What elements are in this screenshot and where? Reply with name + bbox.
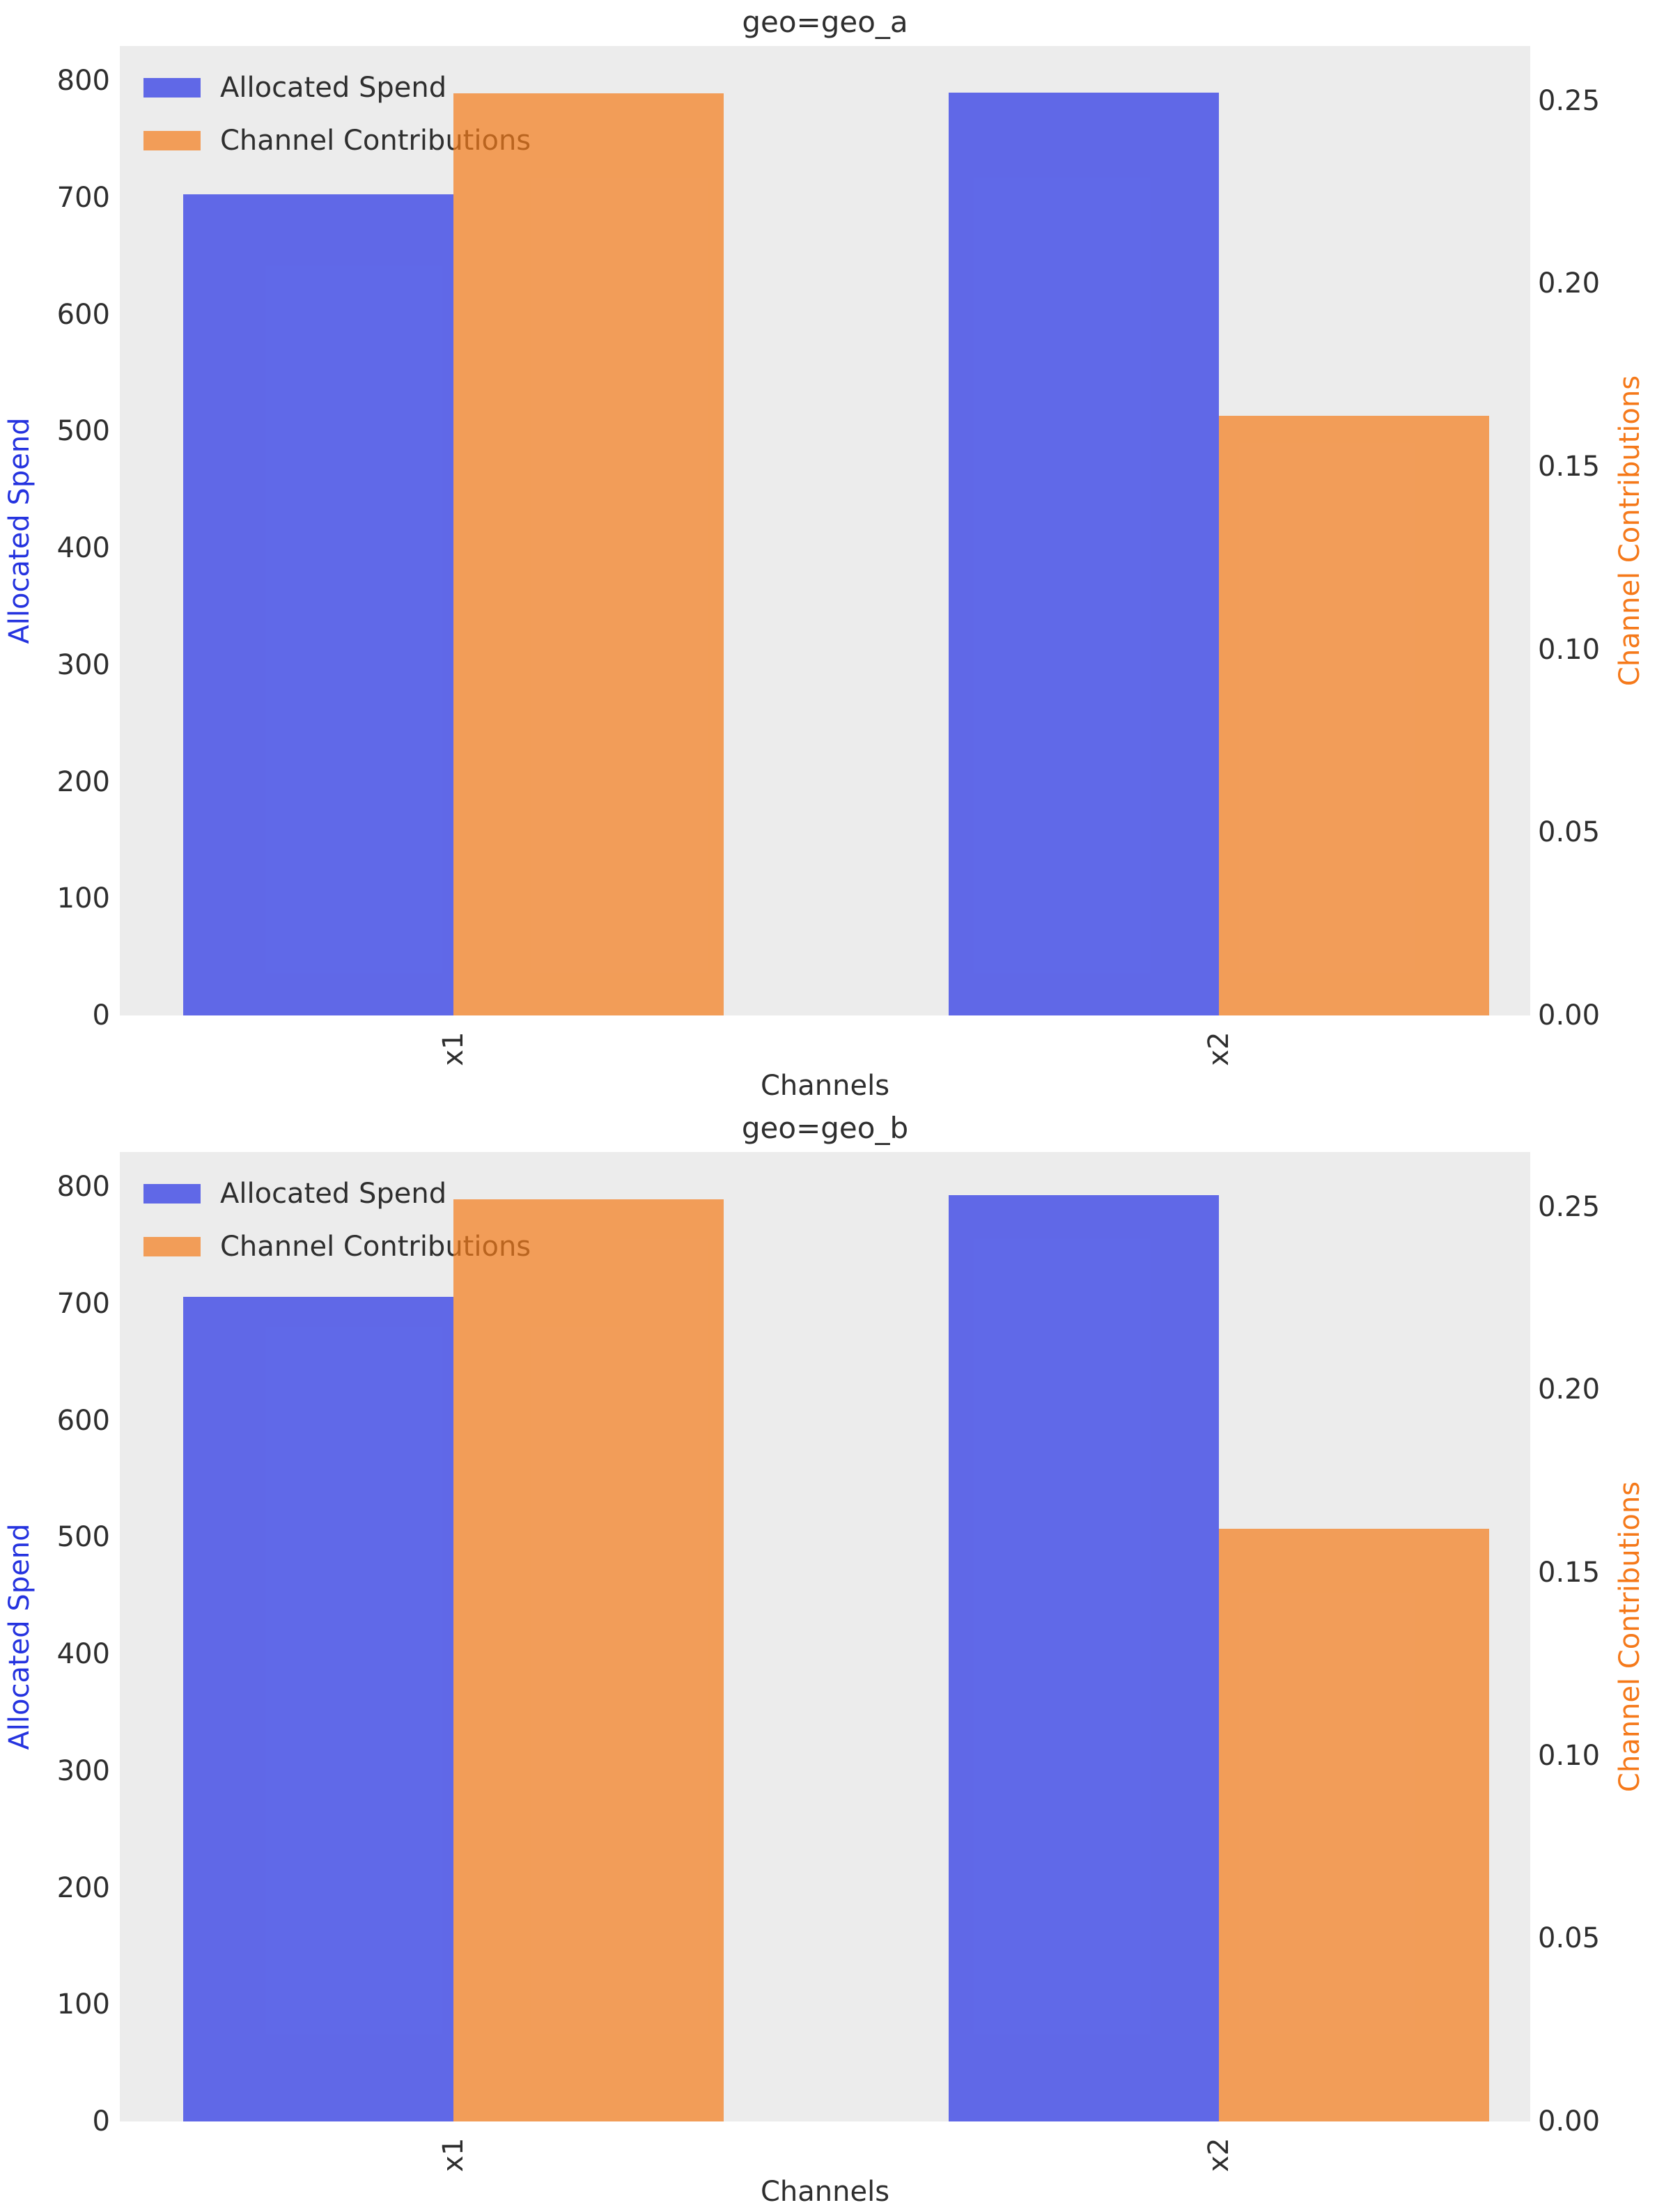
y-tick-left-200: 200	[56, 765, 110, 798]
y-tick-right-0.25: 0.25	[1538, 1190, 1601, 1223]
x-tick-x1: x1	[437, 1031, 469, 1066]
x-axis-label: Channels	[760, 2176, 890, 2208]
x-axis-label: Channels	[760, 1070, 890, 1102]
bar-channel-contributions-x2	[1219, 1529, 1489, 2121]
y-tick-left-700: 700	[56, 182, 110, 215]
legend-label: Allocated Spend	[220, 72, 447, 104]
chart-panel-geo-b: geo=geo_b Allocated Spend Channel Contribu…	[0, 1106, 1657, 2212]
y-tick-right-0.00: 0.00	[1538, 2105, 1601, 2137]
legend-swatch-allocated-spend	[143, 1184, 201, 1204]
plot-area: Allocated Spend Channel Contributions	[120, 46, 1530, 1015]
y-tick-left-300: 300	[56, 648, 110, 681]
chart-title: geo=geo_a	[742, 5, 908, 39]
chart-title: geo=geo_b	[741, 1111, 909, 1145]
y-tick-right-0.15: 0.15	[1538, 1557, 1601, 1589]
y-tick-right-0.05: 0.05	[1538, 816, 1601, 849]
y-tick-left-200: 200	[56, 1871, 110, 1904]
y-tick-right-0.20: 0.20	[1538, 1373, 1601, 1406]
y-tick-left-500: 500	[56, 1521, 110, 1554]
y-tick-right-0.10: 0.10	[1538, 633, 1601, 666]
y-tick-left-300: 300	[56, 1754, 110, 1787]
y-axis-right-label: Channel Contributions	[1614, 375, 1646, 687]
bar-allocated-spend-x2	[949, 1195, 1219, 2121]
bar-channel-contributions-x2	[1219, 416, 1489, 1015]
y-tick-left-0: 0	[92, 2105, 110, 2137]
y-axis-left-label: Allocated Spend	[3, 1523, 36, 1750]
y-tick-left-700: 700	[56, 1288, 110, 1321]
bar-channel-contributions-x1	[453, 1199, 724, 2121]
y-tick-right-0.20: 0.20	[1538, 267, 1601, 300]
bar-allocated-spend-x2	[949, 93, 1219, 1015]
y-tick-left-100: 100	[56, 1988, 110, 2021]
bar-allocated-spend-x1	[183, 1297, 453, 2121]
y-tick-right-0.10: 0.10	[1538, 1739, 1601, 1772]
y-tick-left-400: 400	[56, 1638, 110, 1671]
legend-label: Allocated Spend	[220, 1178, 447, 1210]
chart-panel-geo-a: geo=geo_a Allocated Spend Channel Contribu…	[3, 5, 1646, 1102]
y-tick-left-600: 600	[56, 1404, 110, 1437]
y-tick-left-100: 100	[56, 882, 110, 915]
y-tick-right-0.05: 0.05	[1538, 1922, 1601, 1955]
legend-entry: Allocated Spend	[143, 1178, 531, 1209]
y-axis-left-label: Allocated Spend	[3, 417, 36, 644]
bar-channel-contributions-x1	[453, 93, 724, 1015]
y-tick-right-0.25: 0.25	[1538, 84, 1601, 117]
y-tick-left-800: 800	[56, 65, 110, 98]
y-tick-left-500: 500	[56, 415, 110, 448]
y-tick-left-400: 400	[56, 532, 110, 565]
y-tick-right-0.00: 0.00	[1538, 999, 1601, 1031]
x-tick-x1: x1	[437, 2137, 469, 2172]
legend-swatch-channel-contributions	[143, 131, 201, 150]
legend-swatch-channel-contributions	[143, 1237, 201, 1256]
x-tick-x2: x2	[1203, 2137, 1235, 2172]
x-tick-x2: x2	[1203, 1031, 1235, 1066]
y-tick-left-0: 0	[92, 999, 110, 1031]
legend-entry: Allocated Spend	[143, 72, 531, 103]
legend: Allocated Spend Channel Contributions	[143, 1178, 531, 1262]
y-tick-left-800: 800	[56, 1171, 110, 1204]
plot-area: Allocated Spend Channel Contributions	[120, 1152, 1530, 2121]
y-axis-right-label: Channel Contributions	[1614, 1481, 1646, 1793]
y-tick-right-0.15: 0.15	[1538, 451, 1601, 483]
bar-allocated-spend-x1	[183, 194, 453, 1015]
y-tick-left-600: 600	[56, 298, 110, 331]
legend-swatch-allocated-spend	[143, 78, 201, 98]
